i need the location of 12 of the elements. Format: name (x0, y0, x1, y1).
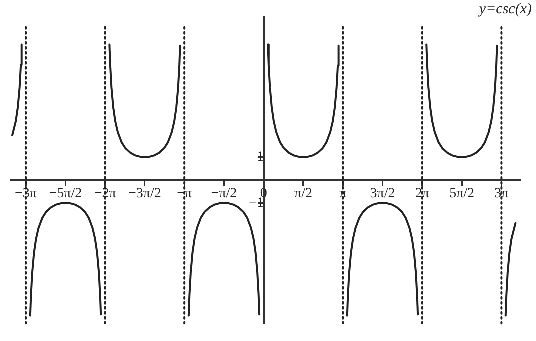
x-tick-label: 3π (494, 186, 509, 202)
x-tick-label: −3π/2 (128, 186, 162, 202)
x-tick-label: 2π (415, 186, 430, 202)
x-tick-label: −π (177, 186, 192, 202)
x-tick-label: −π/2 (211, 186, 238, 202)
x-tick-label: π/2 (294, 186, 312, 202)
annotation: y=csc(x) (477, 1, 532, 18)
x-tick-label: 5π/2 (450, 186, 475, 202)
y-tick-label: −1 (248, 196, 264, 211)
x-tick-label: 3π/2 (370, 186, 396, 202)
x-tick-label: −5π/2 (49, 186, 82, 202)
x-tick-label: π (340, 186, 347, 202)
